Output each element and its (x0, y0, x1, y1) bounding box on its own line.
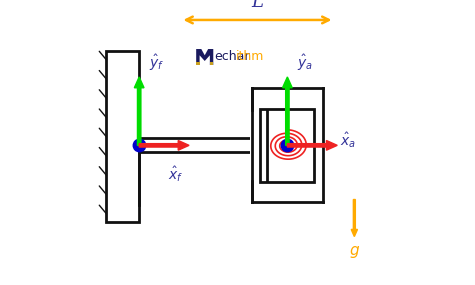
Text: $\hat{y}_a$: $\hat{y}_a$ (297, 52, 314, 73)
Polygon shape (139, 138, 266, 152)
Text: $\hat{y}_f$: $\hat{y}_f$ (149, 52, 164, 73)
Text: $g$: $g$ (349, 244, 360, 260)
Polygon shape (106, 51, 139, 222)
Polygon shape (210, 62, 213, 65)
FancyArrow shape (283, 77, 292, 145)
Text: $\hat{x}_f$: $\hat{x}_f$ (168, 164, 183, 184)
Polygon shape (196, 62, 200, 65)
Polygon shape (260, 109, 314, 182)
Text: $\hat{x}_a$: $\hat{x}_a$ (340, 131, 356, 150)
Text: echar: echar (215, 50, 250, 64)
Text: ithm: ithm (236, 50, 264, 64)
FancyArrow shape (351, 200, 358, 237)
FancyArrow shape (139, 141, 189, 150)
FancyArrow shape (287, 141, 337, 150)
Polygon shape (196, 49, 213, 65)
FancyArrow shape (134, 77, 144, 145)
Text: L: L (251, 0, 264, 11)
Polygon shape (250, 110, 267, 181)
